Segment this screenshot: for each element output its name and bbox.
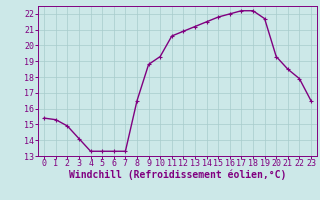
X-axis label: Windchill (Refroidissement éolien,°C): Windchill (Refroidissement éolien,°C) bbox=[69, 170, 286, 180]
